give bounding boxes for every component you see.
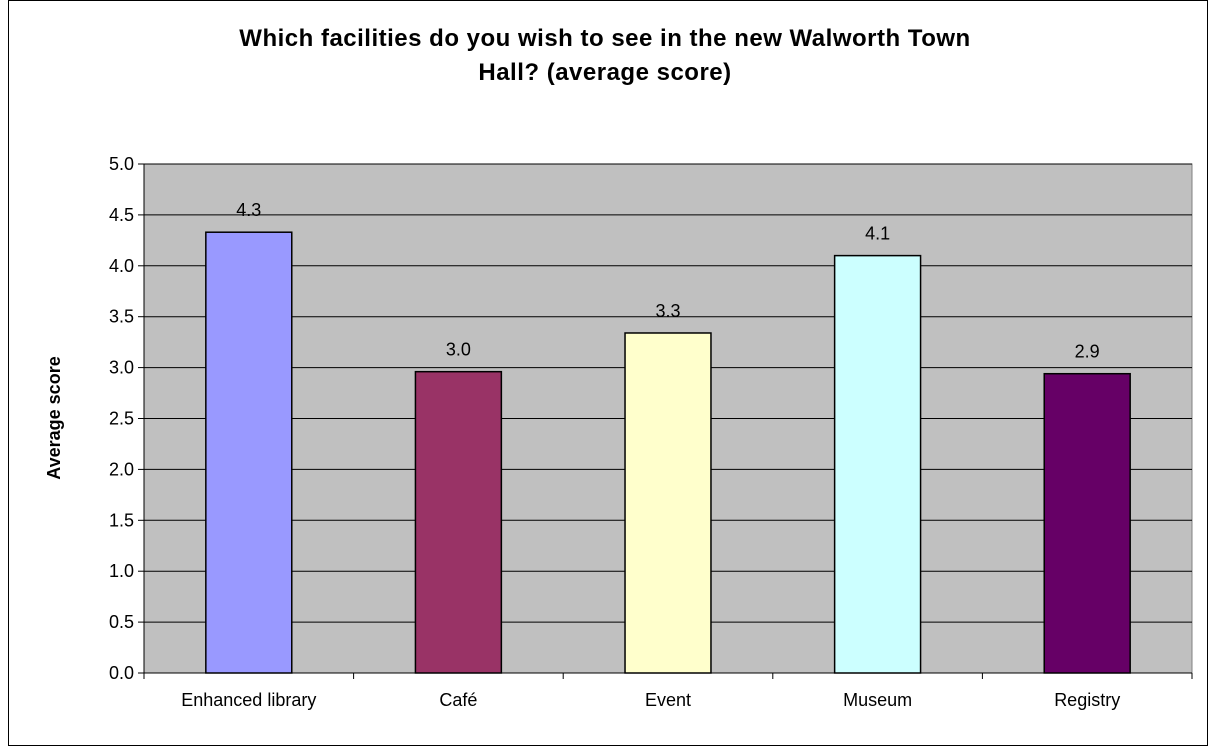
x-tick-label: Event <box>645 690 691 710</box>
bars <box>205 231 1131 674</box>
y-tick-label: 2.0 <box>109 459 134 479</box>
y-tick-label: 3.5 <box>109 307 134 327</box>
chart-title: Which facilities do you wish to see in t… <box>0 22 1210 90</box>
y-tick-label: 4.0 <box>109 256 134 276</box>
data-label: 4.3 <box>236 200 261 220</box>
y-tick-label: 1.5 <box>109 510 134 530</box>
y-tick-label: 0.0 <box>109 663 134 683</box>
axes <box>138 163 1193 679</box>
x-tick-label: Café <box>439 690 477 710</box>
chart-title-line-1: Which facilities do you wish to see in t… <box>239 25 971 52</box>
labels: 0.0 0.5 1.0 1.5 2.0 2.5 3.0 3.5 4.0 4.5 5.0 4.3 Enha… <box>109 154 1120 710</box>
y-tick-label: 0.5 <box>109 612 134 632</box>
data-label: 3.0 <box>446 340 471 360</box>
x-tick-label: Registry <box>1054 690 1120 710</box>
bar <box>414 370 503 674</box>
y-tick-label: 5.0 <box>109 154 134 174</box>
data-label: 3.3 <box>655 301 680 321</box>
data-label: 2.9 <box>1075 342 1100 362</box>
bar <box>205 231 293 674</box>
y-tick-label: 1.0 <box>109 561 134 581</box>
x-tick-label: Enhanced library <box>181 690 316 710</box>
y-tick-label: 3.0 <box>109 358 134 378</box>
bar <box>624 332 712 674</box>
chart-title-line-2: Hall? (average score) <box>478 59 732 86</box>
x-tick-label: Museum <box>843 690 912 710</box>
y-tick-label: 4.5 <box>109 205 134 225</box>
data-label: 4.1 <box>865 224 890 244</box>
y-tick-label: 2.5 <box>109 409 134 429</box>
bar <box>1043 372 1131 674</box>
bar <box>833 254 922 674</box>
y-axis-title: Average score <box>44 356 64 479</box>
